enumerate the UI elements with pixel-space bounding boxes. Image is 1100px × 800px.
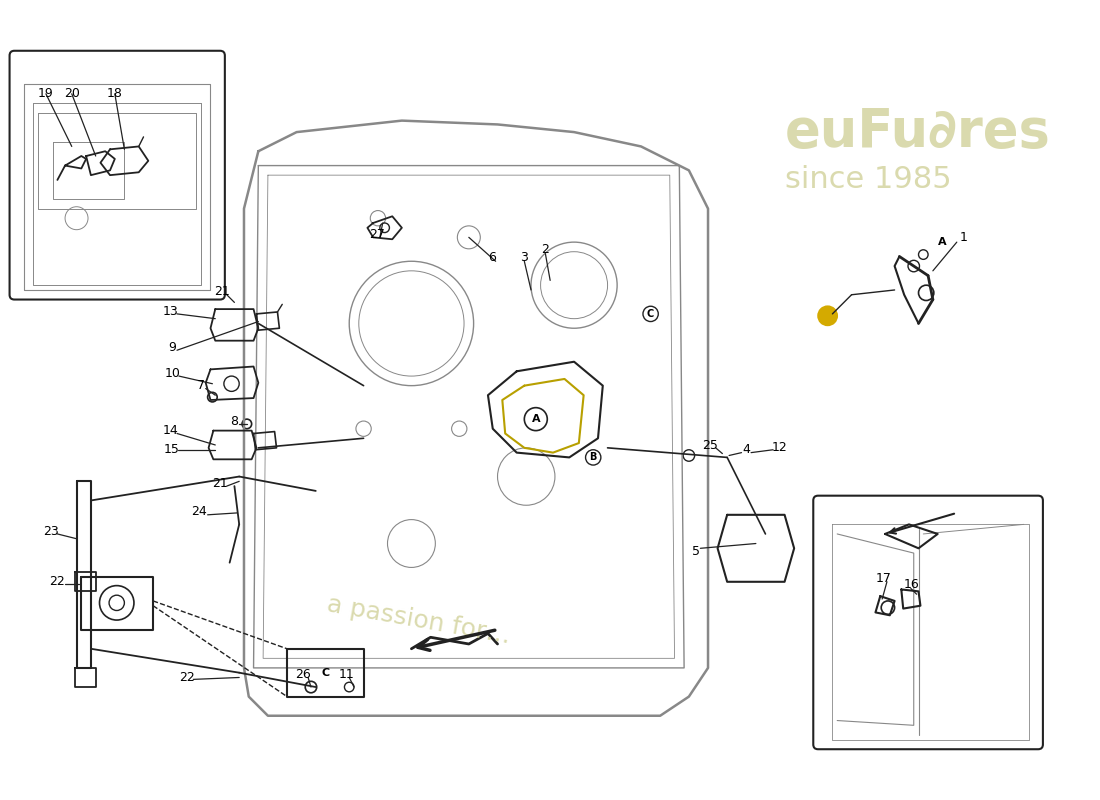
Circle shape [208, 392, 217, 402]
Circle shape [683, 450, 694, 462]
Circle shape [918, 285, 934, 301]
Text: a passion for…: a passion for… [326, 592, 513, 648]
Text: B: B [590, 453, 597, 462]
Circle shape [818, 306, 837, 326]
Text: 18: 18 [107, 87, 123, 100]
Text: since 1985: since 1985 [784, 166, 952, 194]
Text: euFu∂res: euFu∂res [784, 106, 1050, 158]
Circle shape [65, 206, 88, 230]
FancyBboxPatch shape [813, 496, 1043, 750]
Circle shape [379, 223, 389, 233]
Circle shape [497, 448, 554, 506]
Circle shape [344, 682, 354, 692]
Text: 7: 7 [197, 379, 205, 392]
Text: C: C [321, 668, 329, 678]
Text: 21: 21 [212, 477, 228, 490]
Text: 8: 8 [230, 414, 239, 427]
Circle shape [349, 262, 474, 386]
Circle shape [908, 260, 920, 272]
Circle shape [881, 601, 894, 614]
Circle shape [918, 250, 928, 259]
Text: 5: 5 [692, 545, 700, 558]
Text: 10: 10 [164, 366, 180, 380]
Text: 24: 24 [191, 506, 207, 518]
Text: 27: 27 [368, 228, 385, 241]
Text: 11: 11 [339, 668, 354, 681]
Circle shape [458, 226, 481, 249]
Text: 14: 14 [163, 424, 178, 437]
Text: 23: 23 [43, 525, 58, 538]
Text: 20: 20 [64, 87, 79, 100]
Circle shape [644, 306, 658, 322]
Text: 1: 1 [959, 231, 967, 244]
Text: C: C [647, 309, 654, 319]
Circle shape [371, 210, 386, 226]
Circle shape [525, 408, 548, 430]
Circle shape [99, 586, 134, 620]
Text: 22: 22 [50, 575, 65, 588]
Text: 17: 17 [876, 573, 892, 586]
Circle shape [387, 519, 436, 567]
Text: 26: 26 [296, 668, 311, 681]
Text: 2: 2 [541, 243, 549, 256]
Circle shape [531, 242, 617, 328]
Text: 13: 13 [163, 305, 178, 318]
Circle shape [224, 376, 239, 391]
Text: A: A [938, 237, 947, 247]
Text: 25: 25 [702, 439, 718, 453]
Circle shape [359, 271, 464, 376]
Text: 9: 9 [168, 341, 176, 354]
Circle shape [109, 595, 124, 610]
Text: 15: 15 [163, 443, 179, 456]
Circle shape [452, 421, 466, 436]
Text: A: A [531, 414, 540, 424]
Circle shape [305, 682, 317, 693]
Circle shape [242, 419, 252, 429]
Text: 12: 12 [772, 442, 788, 454]
Text: 6: 6 [488, 251, 496, 264]
Text: 4: 4 [742, 443, 750, 456]
Circle shape [356, 421, 371, 436]
Text: 19: 19 [39, 87, 54, 100]
Text: 21: 21 [214, 286, 230, 298]
Text: 3: 3 [520, 251, 528, 264]
FancyBboxPatch shape [10, 50, 224, 299]
Text: 16: 16 [904, 578, 920, 591]
Circle shape [585, 450, 601, 465]
Text: 22: 22 [178, 671, 195, 684]
Circle shape [540, 252, 607, 318]
